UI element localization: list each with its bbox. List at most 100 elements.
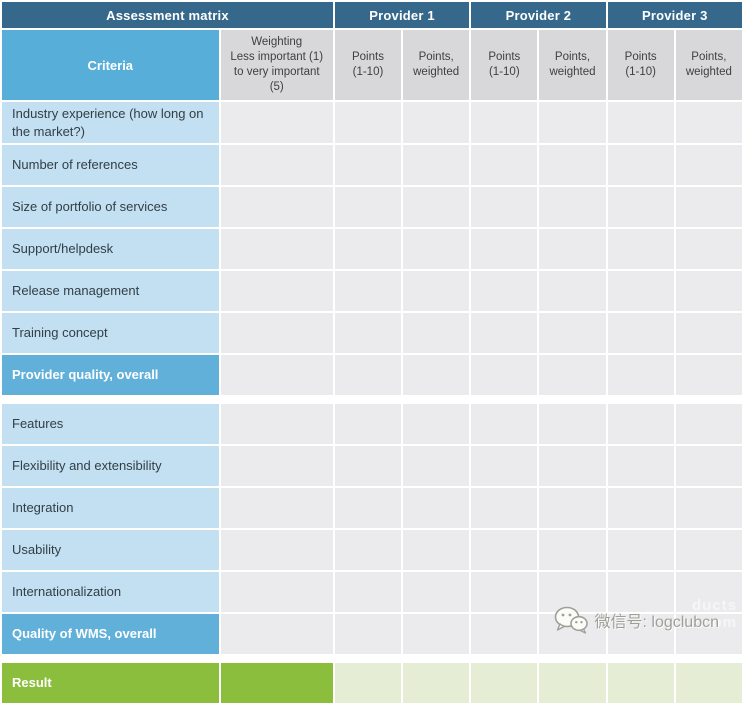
points-cell [334,313,402,354]
points-cell [539,446,606,487]
table-row: Size of portfolio of services [2,187,742,228]
points-cell [539,530,606,571]
points-cell [403,271,470,312]
header-row-top: Assessment matrix Provider 1 Provider 2 … [2,2,742,28]
points-cell [539,102,606,144]
points-cell [334,404,402,445]
points-cell [471,663,538,704]
wechat-icon [554,606,588,634]
points-cell [607,271,674,312]
points-cell [334,663,402,704]
points-cell [403,530,470,571]
provider-3-points-header: Points (1-10) [607,30,674,100]
points-cell [471,271,538,312]
provider-1-points-weighted-header: Points, weighted [403,30,470,100]
section-gap [2,397,742,402]
points-cell [539,404,606,445]
points-cell [539,355,606,396]
table-row: Integration [2,488,742,529]
points-cell [334,530,402,571]
criteria-cell: Result [2,663,219,704]
points-cell [403,102,470,144]
points-cell [607,145,674,186]
criteria-cell: Quality of WMS, overall [2,614,219,655]
points-cell [403,404,470,445]
table-row: Number of references [2,145,742,186]
weighting-cell [220,530,333,571]
table-row: Result [2,663,742,704]
points-cell [607,313,674,354]
provider-2-points-weighted-header: Points, weighted [539,30,606,100]
header-row-sub: Criteria Weighting Less important (1) to… [2,30,742,100]
weighting-cell [220,271,333,312]
points-cell [675,313,742,354]
section-gap [2,656,742,661]
points-cell [334,271,402,312]
points-cell [539,145,606,186]
points-cell [675,229,742,270]
weighting-cell [220,187,333,228]
points-cell [607,355,674,396]
points-cell [675,271,742,312]
points-cell [471,355,538,396]
weighting-cell [220,229,333,270]
points-cell [334,572,402,613]
provider-2-header: Provider 2 [471,2,606,28]
table-row: Support/helpdesk [2,229,742,270]
points-cell [403,488,470,529]
provider-1-points-header: Points (1-10) [334,30,402,100]
points-cell [675,355,742,396]
points-cell [539,187,606,228]
points-cell [675,404,742,445]
table-row: Provider quality, overall [2,355,742,396]
criteria-cell: Support/helpdesk [2,229,219,270]
points-cell [403,614,470,655]
points-cell [607,187,674,228]
points-cell [675,530,742,571]
weighting-cell [220,313,333,354]
points-cell [607,572,674,613]
points-cell [334,446,402,487]
criteria-cell: Flexibility and extensibility [2,446,219,487]
points-cell [675,187,742,228]
provider-2-points-header: Points (1-10) [471,30,538,100]
points-cell [539,313,606,354]
provider-3-points-weighted-header: Points, weighted [675,30,742,100]
points-cell [403,187,470,228]
wechat-watermark-text: 微信号: logclubcn [594,614,720,631]
points-cell [471,446,538,487]
criteria-cell: Usability [2,530,219,571]
points-cell [539,229,606,270]
criteria-cell: Training concept [2,313,219,354]
points-cell [675,446,742,487]
points-cell [675,145,742,186]
points-cell [607,530,674,571]
weighting-cell [220,614,333,655]
points-cell [403,663,470,704]
criteria-cell: Number of references [2,145,219,186]
points-cell [539,572,606,613]
weighting-cell [220,404,333,445]
points-cell [675,488,742,529]
criteria-cell: Size of portfolio of services [2,187,219,228]
points-cell [403,572,470,613]
points-cell [471,229,538,270]
points-cell [471,145,538,186]
points-cell [403,355,470,396]
points-cell [471,572,538,613]
table-row: Usability [2,530,742,571]
weighting-cell [220,488,333,529]
points-cell [607,488,674,529]
criteria-cell: Release management [2,271,219,312]
weighting-cell [220,663,333,704]
criteria-cell: Internationalization [2,572,219,613]
points-cell [675,102,742,144]
table-row: Features [2,404,742,445]
points-cell [334,488,402,529]
weighting-cell [220,572,333,613]
table-row [2,397,742,402]
provider-3-header: Provider 3 [607,2,742,28]
points-cell [471,530,538,571]
points-cell [403,446,470,487]
